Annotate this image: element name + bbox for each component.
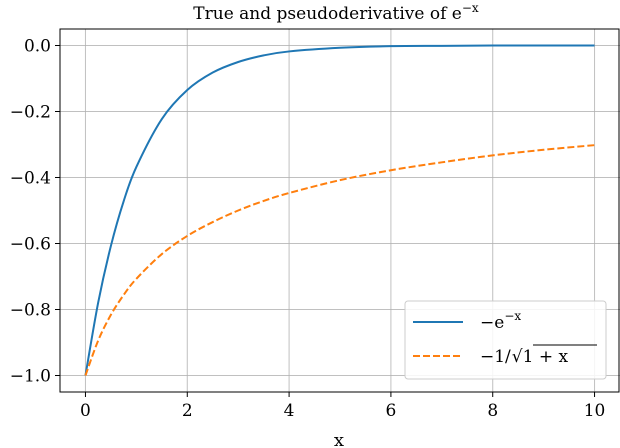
x-tick-label: 4 (284, 401, 295, 421)
grid (60, 29, 620, 392)
legend-label-sqrt-pre: −1/ (480, 347, 511, 367)
legend-label-exp: −e−x (480, 309, 521, 333)
axis-ticks: 0 2 4 6 8 10 0.0 −0.2 −0.4 −0.6 −0.8 −1.0 (10, 37, 606, 422)
y-tick-label: −0.2 (10, 103, 51, 123)
sqrt-radical-icon: √ (512, 347, 523, 367)
chart-title: True and pseudoderivative of e−x (193, 1, 479, 24)
chart-title-exponent: −x (462, 1, 479, 15)
legend-label-exp-sup: −x (504, 309, 521, 323)
x-tick-label: 2 (182, 401, 193, 421)
chart-title-main: True and pseudoderivative of e (193, 4, 462, 24)
y-tick-label: −1.0 (10, 367, 51, 387)
plot-frame (59, 28, 620, 393)
y-tick-label: 0.0 (24, 37, 51, 57)
x-tick-label: 0 (80, 401, 91, 421)
x-axis-label: x (334, 430, 344, 448)
y-tick-label: −0.8 (10, 301, 51, 321)
y-tick-label: −0.4 (10, 169, 51, 189)
x-tick-label: 8 (487, 401, 498, 421)
series-line-1 (84, 144, 595, 376)
legend: −e−x −1/√1 + x (404, 300, 607, 380)
legend-label-sqrt-arg: 1 + x (523, 347, 569, 367)
legend-label-sqrt: −1/√1 + x (480, 347, 569, 367)
series-layer (84, 44, 595, 376)
x-tick-label: 6 (385, 401, 396, 421)
legend-box (404, 300, 607, 380)
x-tick-label: 10 (584, 401, 606, 421)
series-line-0 (84, 44, 595, 376)
legend-label-exp-base: −e (480, 313, 504, 333)
y-tick-label: −0.6 (10, 235, 51, 255)
